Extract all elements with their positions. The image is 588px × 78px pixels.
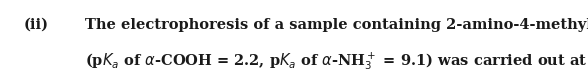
- Text: (ii): (ii): [24, 18, 49, 32]
- Text: The electrophoresis of a sample containing 2-amino-4-methylpentanoic acid.: The electrophoresis of a sample containi…: [85, 18, 588, 32]
- Text: (p$K_a$ of $\alpha$-COOH = 2.2, p$K_a$ of $\alpha$-NH$_3^+$ = 9.1) was carried o: (p$K_a$ of $\alpha$-COOH = 2.2, p$K_a$ o…: [85, 50, 588, 72]
